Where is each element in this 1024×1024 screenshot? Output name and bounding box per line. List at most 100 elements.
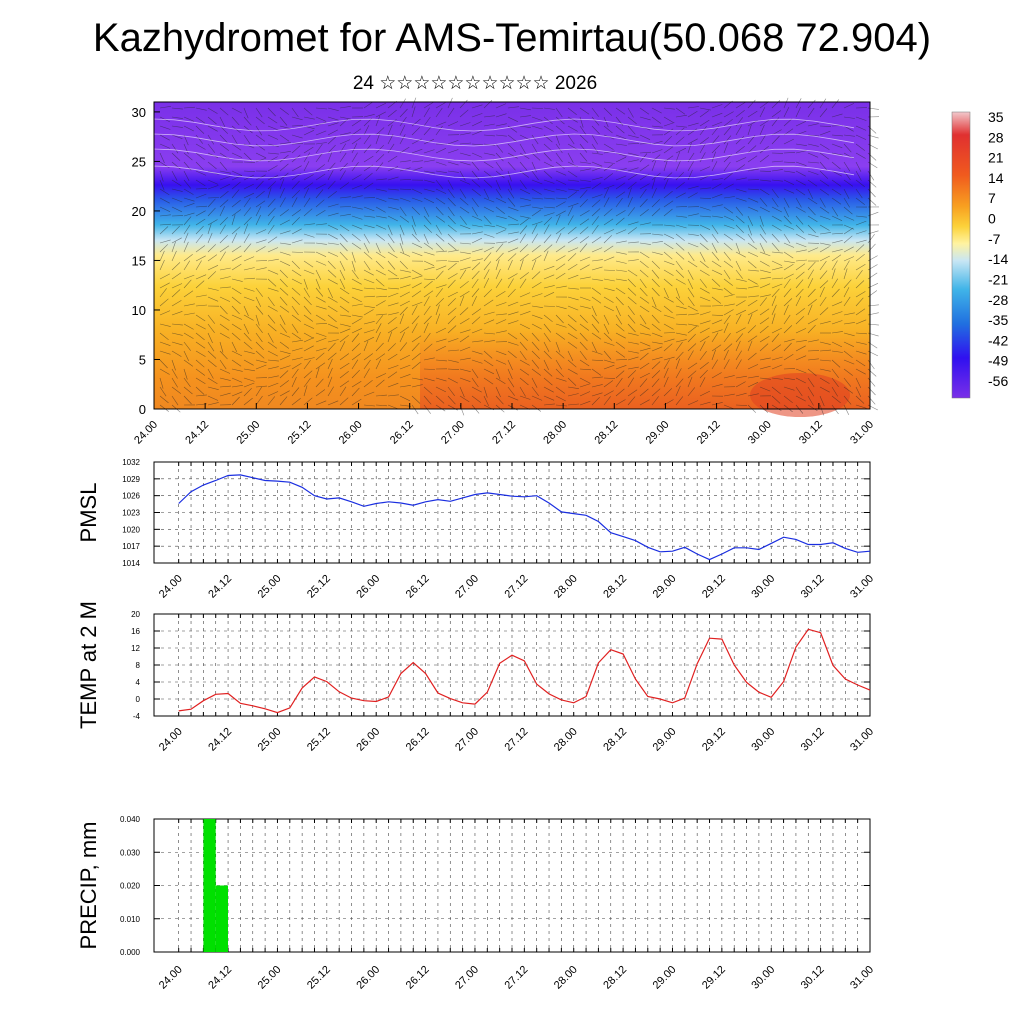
pmsl-ylabel: PMSL xyxy=(76,483,101,543)
wind-barb xyxy=(375,278,385,287)
wind-barb xyxy=(519,292,531,298)
wind-barb xyxy=(567,263,578,271)
wind-barb xyxy=(627,116,637,125)
wind-barb xyxy=(783,273,794,280)
wind-barb xyxy=(591,143,599,154)
wind-barb xyxy=(495,395,504,405)
wind-barb xyxy=(291,323,299,334)
wind-barb xyxy=(435,121,447,127)
wind-barb xyxy=(171,206,183,213)
wind-barb xyxy=(699,137,709,145)
wind-barb xyxy=(387,371,398,379)
wind-barb xyxy=(291,165,302,172)
wind-barb xyxy=(423,107,430,118)
wind-barb xyxy=(603,350,612,360)
wind-barb xyxy=(495,359,507,365)
temp2m-xtick-label: 29.00 xyxy=(651,726,679,754)
wind-barb xyxy=(627,366,639,370)
wind-barb xyxy=(423,322,429,334)
wind-barb xyxy=(459,291,470,298)
wind-barb xyxy=(339,170,346,181)
wind-barb xyxy=(735,206,744,216)
wind-barb xyxy=(867,395,876,405)
wind-barb xyxy=(471,179,481,188)
wind-barb xyxy=(207,125,218,132)
wind-barb xyxy=(723,260,734,268)
wind-barb xyxy=(855,134,867,140)
wind-barb xyxy=(663,224,675,227)
wind-barb xyxy=(723,393,735,397)
wind-barb xyxy=(807,134,820,137)
wind-barb xyxy=(747,99,756,109)
wind-barb xyxy=(219,216,229,226)
wind-barb xyxy=(843,268,848,280)
wind-barb xyxy=(735,340,741,352)
wind-barb xyxy=(279,341,290,349)
wind-barb xyxy=(279,323,287,333)
wind-barb xyxy=(315,378,324,388)
wind-barb xyxy=(219,377,231,381)
wind-barb xyxy=(315,152,323,163)
wind-barb xyxy=(171,350,182,357)
wind-barb xyxy=(819,386,830,393)
wind-barb xyxy=(531,271,541,280)
wind-barb xyxy=(387,353,398,361)
wind-barb xyxy=(411,160,423,163)
wind-barb xyxy=(771,233,780,243)
wind-barb xyxy=(351,328,363,334)
wind-barb xyxy=(771,377,783,380)
wind-barb xyxy=(639,164,650,172)
wind-barb xyxy=(219,107,229,116)
wind-barb xyxy=(195,341,206,349)
wind-barb xyxy=(783,386,795,391)
wind-barb xyxy=(567,215,574,226)
wind-barb xyxy=(567,350,574,362)
wind-barb xyxy=(735,233,746,241)
wind-barb xyxy=(507,368,513,380)
wind-barb xyxy=(831,254,842,262)
precip-xtick-label: 28.00 xyxy=(552,964,580,992)
wind-barb xyxy=(543,206,556,209)
wind-barb xyxy=(243,277,256,280)
wind-barb xyxy=(399,188,412,190)
wind-barb xyxy=(567,143,578,150)
precip-xtick-label: 24.12 xyxy=(206,964,234,992)
wind-barb xyxy=(663,128,674,136)
wind-barb xyxy=(387,394,399,397)
wind-barb xyxy=(819,321,831,325)
wind-barb xyxy=(435,284,447,289)
wind-barb xyxy=(243,223,249,235)
wind-barb xyxy=(387,118,397,127)
wind-barb xyxy=(435,377,447,382)
wind-barb xyxy=(159,323,171,327)
wind-barb xyxy=(747,325,757,334)
wind-barb xyxy=(303,223,315,226)
wind-barb xyxy=(159,170,164,182)
wind-barb xyxy=(807,233,819,238)
wind-barb xyxy=(603,173,613,181)
wind-barb xyxy=(843,287,850,298)
pmsl-ytick-label: 1023 xyxy=(122,509,140,518)
wind-barb xyxy=(543,125,554,132)
wind-barb xyxy=(759,308,770,316)
colorbar-label: -21 xyxy=(988,271,1008,287)
wind-barb xyxy=(663,269,674,276)
wind-barb xyxy=(783,251,794,259)
wind-barb xyxy=(603,107,613,116)
wind-barb xyxy=(567,287,579,290)
wind-barb xyxy=(603,364,615,370)
wind-barb xyxy=(435,161,447,166)
xsec-ytick-label: 5 xyxy=(139,352,146,367)
wind-barb xyxy=(399,179,412,181)
wind-barb xyxy=(831,395,841,404)
wind-barb xyxy=(747,110,758,118)
wind-barb xyxy=(507,231,519,235)
wind-barb xyxy=(531,293,543,298)
wind-barb xyxy=(207,323,215,333)
wind-barb xyxy=(783,97,789,109)
wind-barb xyxy=(771,313,776,325)
wind-barb xyxy=(795,395,806,402)
wind-barb xyxy=(831,320,843,325)
wind-barb xyxy=(687,326,697,334)
wind-barb xyxy=(339,106,351,109)
